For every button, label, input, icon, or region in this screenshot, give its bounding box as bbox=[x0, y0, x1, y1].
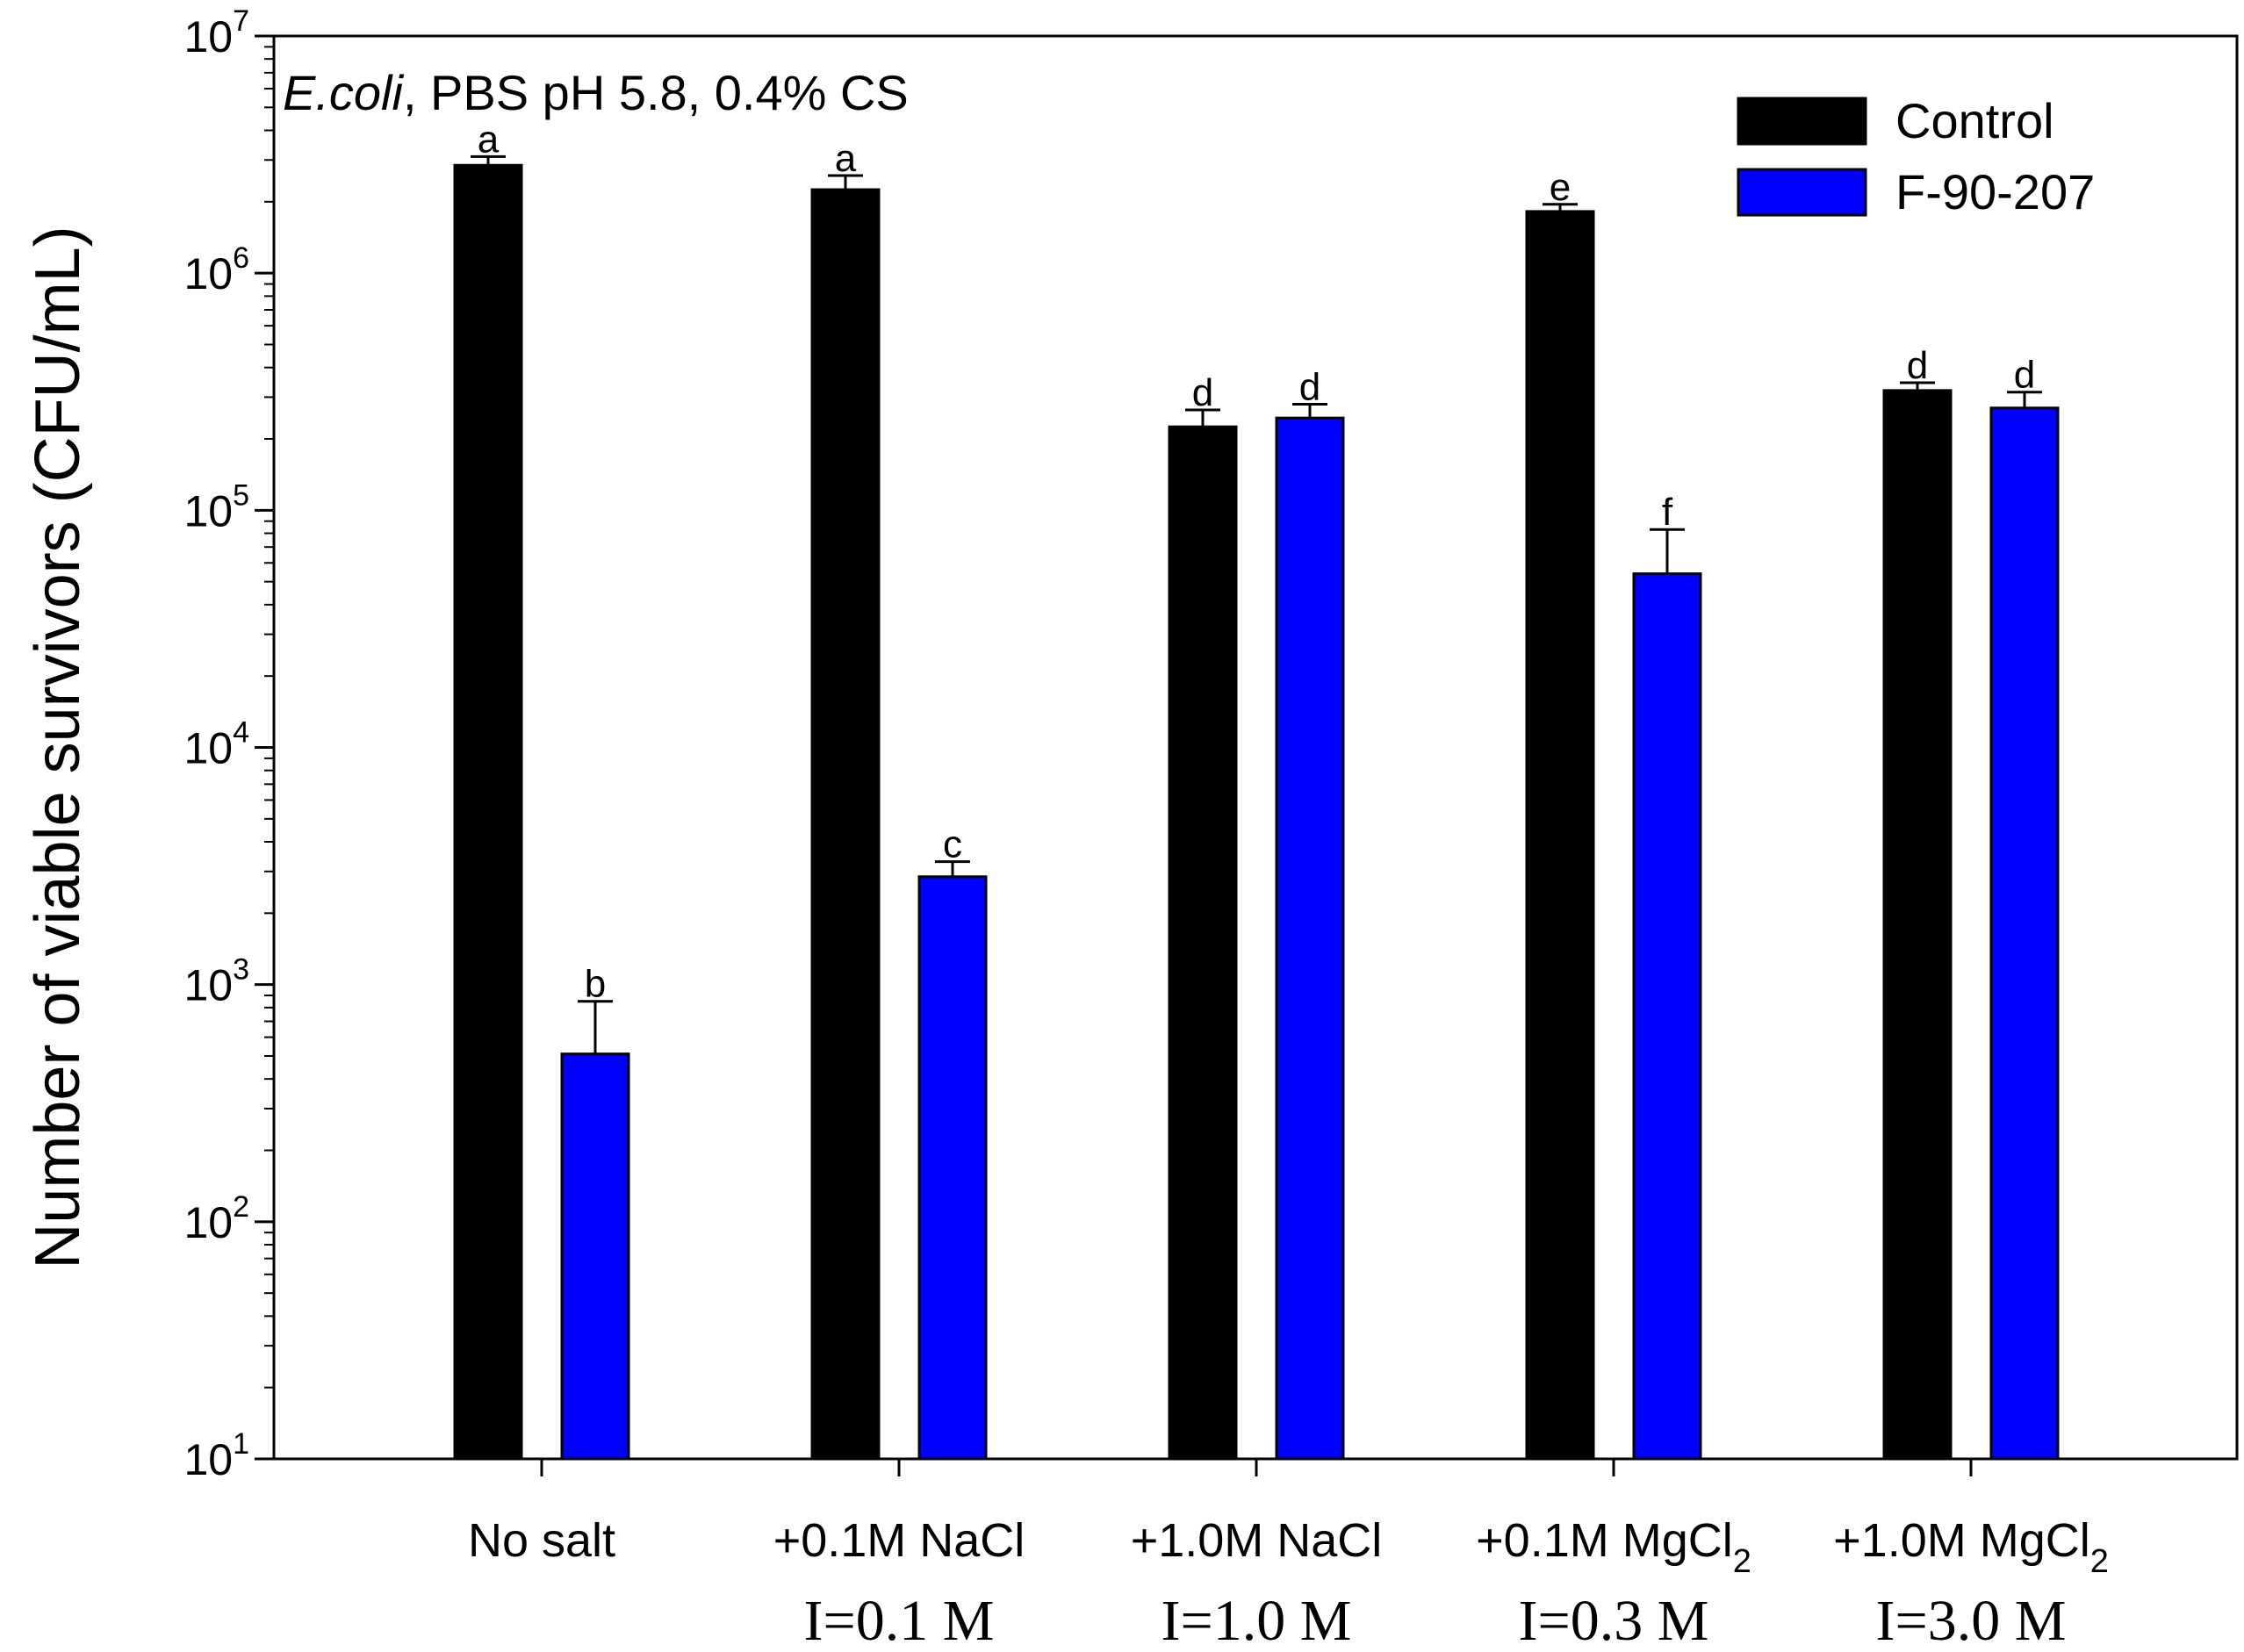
bar bbox=[1882, 389, 1953, 1461]
x-tick-label-subscript: 2 bbox=[2090, 1543, 2109, 1580]
legend-label: Control bbox=[1895, 93, 2054, 148]
y-tick-exponent: 7 bbox=[233, 4, 249, 38]
legend: Control F-90-207 bbox=[1737, 93, 2095, 219]
significance-letter: d bbox=[2014, 354, 2035, 397]
x-tick-label-text: +0.1M NaCl bbox=[773, 1514, 1025, 1567]
bar bbox=[1168, 425, 1238, 1461]
legend-label: F-90-207 bbox=[1895, 164, 2095, 219]
y-tick-exponent: 1 bbox=[233, 1427, 249, 1461]
y-tick-base: 10 bbox=[183, 12, 233, 61]
x-tick-label: +0.1M MgCl2 bbox=[1476, 1514, 1751, 1580]
y-tick-label: 106 bbox=[183, 241, 249, 298]
ionic-strength-label: I=0.3 M bbox=[1519, 1589, 1709, 1652]
ionic-strength-label: I=1.0 M bbox=[1162, 1589, 1352, 1652]
y-tick-exponent: 6 bbox=[233, 241, 249, 275]
chart-annotation: E.coli, PBS pH 5.8, 0.4% CS bbox=[283, 65, 909, 120]
ionic-strength-label: I=0.1 M bbox=[804, 1589, 995, 1652]
x-tick-label: No salt bbox=[468, 1514, 615, 1567]
y-tick-label: 104 bbox=[183, 716, 249, 773]
bar bbox=[1632, 572, 1702, 1461]
bar bbox=[810, 188, 881, 1461]
y-axis-label: Number of viable survivors (CFU/mL) bbox=[23, 226, 93, 1268]
y-tick-label: 102 bbox=[183, 1190, 249, 1247]
x-tick-label-text: +1.0M NaCl bbox=[1131, 1514, 1383, 1567]
bar bbox=[560, 1052, 630, 1461]
bar bbox=[1525, 210, 1595, 1461]
y-tick-base: 10 bbox=[183, 249, 233, 298]
significance-letter: a bbox=[835, 137, 857, 180]
significance-letter: c bbox=[943, 823, 962, 866]
significance-letter: f bbox=[1662, 491, 1673, 534]
y-tick-exponent: 3 bbox=[233, 953, 249, 987]
y-tick-base: 10 bbox=[183, 1435, 233, 1484]
legend-item: Control bbox=[1737, 93, 2054, 148]
significance-letter: d bbox=[1907, 344, 1928, 387]
series-control: a a d e d bbox=[453, 118, 1953, 1461]
legend-swatch bbox=[1737, 168, 1867, 217]
bar bbox=[1275, 416, 1345, 1461]
y-tick-base: 10 bbox=[183, 724, 233, 773]
y-tick-label: 105 bbox=[183, 478, 249, 535]
significance-letter: a bbox=[478, 118, 500, 161]
significance-letter: e bbox=[1550, 166, 1571, 209]
x-tick-label-text: +1.0M MgCl bbox=[1833, 1514, 2090, 1567]
x-tick-label: +0.1M NaCl bbox=[773, 1514, 1025, 1567]
x-axis: No salt +0.1M NaCl I=0.1 M +1.0M NaCl I=1.0 … bbox=[468, 1459, 2109, 1652]
y-tick-exponent: 4 bbox=[233, 716, 249, 750]
series-f-90-207: b c d f d bbox=[560, 354, 2060, 1461]
bar bbox=[1989, 406, 2060, 1461]
x-tick-label-subscript: 2 bbox=[1733, 1543, 1751, 1580]
y-tick-base: 10 bbox=[183, 486, 233, 535]
significance-letter: d bbox=[1299, 366, 1320, 409]
x-tick-label-text: No salt bbox=[468, 1514, 615, 1567]
x-tick-label: +1.0M NaCl bbox=[1131, 1514, 1383, 1567]
y-tick-exponent: 2 bbox=[233, 1190, 249, 1224]
annotation-conditions: , PBS pH 5.8, 0.4% CS bbox=[403, 65, 909, 120]
bar bbox=[453, 163, 523, 1461]
legend-item: F-90-207 bbox=[1737, 164, 2095, 219]
legend-swatch bbox=[1737, 97, 1867, 146]
bar-series-group: a a d e d b c d f d bbox=[453, 118, 2060, 1461]
y-tick-label: 103 bbox=[183, 953, 249, 1010]
annotation-species: E.coli bbox=[283, 65, 404, 120]
y-tick-base: 10 bbox=[183, 1198, 233, 1247]
significance-letter: d bbox=[1192, 371, 1213, 414]
x-tick-label-text: +0.1M MgCl bbox=[1476, 1514, 1733, 1567]
y-tick-label: 101 bbox=[183, 1427, 249, 1484]
y-tick-exponent: 5 bbox=[233, 478, 249, 512]
y-tick-label: 107 bbox=[183, 4, 249, 61]
significance-letter: b bbox=[585, 963, 606, 1006]
bar bbox=[917, 875, 988, 1461]
x-tick-label: +1.0M MgCl2 bbox=[1833, 1514, 2109, 1580]
y-tick-base: 10 bbox=[183, 961, 233, 1010]
ionic-strength-label: I=3.0 M bbox=[1876, 1589, 2067, 1652]
